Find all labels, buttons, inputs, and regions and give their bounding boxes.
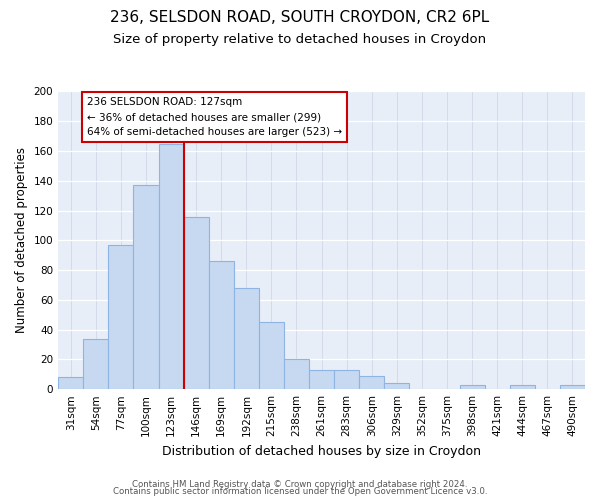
- Bar: [460, 384, 485, 389]
- Text: 236 SELSDON ROAD: 127sqm
← 36% of detached houses are smaller (299)
64% of semi-: 236 SELSDON ROAD: 127sqm ← 36% of detach…: [87, 98, 342, 137]
- Bar: [385, 383, 409, 389]
- Bar: [284, 360, 309, 389]
- Bar: [158, 144, 184, 389]
- Bar: [259, 322, 284, 389]
- Bar: [334, 370, 359, 389]
- Bar: [359, 376, 385, 389]
- X-axis label: Distribution of detached houses by size in Croydon: Distribution of detached houses by size …: [162, 444, 481, 458]
- Text: Size of property relative to detached houses in Croydon: Size of property relative to detached ho…: [113, 32, 487, 46]
- Bar: [560, 384, 585, 389]
- Text: Contains HM Land Registry data © Crown copyright and database right 2024.: Contains HM Land Registry data © Crown c…: [132, 480, 468, 489]
- Bar: [234, 288, 259, 389]
- Bar: [83, 338, 109, 389]
- Bar: [510, 384, 535, 389]
- Text: 236, SELSDON ROAD, SOUTH CROYDON, CR2 6PL: 236, SELSDON ROAD, SOUTH CROYDON, CR2 6P…: [110, 10, 490, 25]
- Y-axis label: Number of detached properties: Number of detached properties: [15, 148, 28, 334]
- Bar: [58, 378, 83, 389]
- Text: Contains public sector information licensed under the Open Government Licence v3: Contains public sector information licen…: [113, 488, 487, 496]
- Bar: [209, 261, 234, 389]
- Bar: [184, 216, 209, 389]
- Bar: [109, 245, 133, 389]
- Bar: [309, 370, 334, 389]
- Bar: [133, 186, 158, 389]
